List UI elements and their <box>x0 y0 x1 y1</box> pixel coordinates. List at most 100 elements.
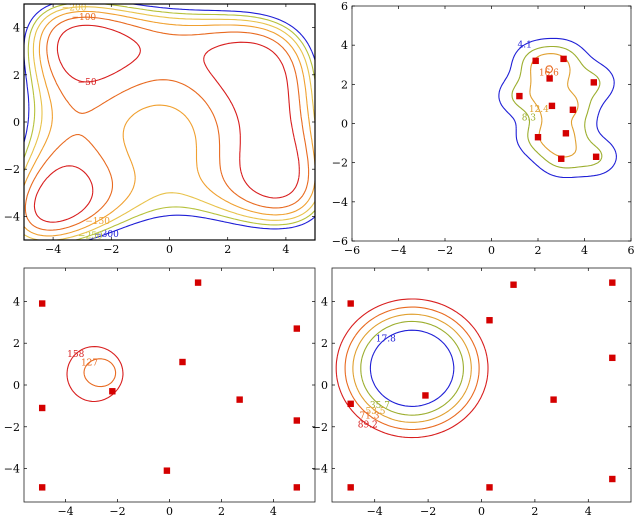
contour-line-3 <box>545 65 554 73</box>
panel-top-left: −300−250 −200 −150 −100 −50 −4 −2 0 2 4 −4 −2 0 2 4 <box>4 3 316 256</box>
data-marker <box>532 57 539 65</box>
contour-line-3 <box>344 306 480 431</box>
x-tick-label: 4 <box>270 505 277 518</box>
y-tick-label: −4 <box>332 196 348 209</box>
data-marker <box>486 484 493 491</box>
contour-group: 17.8 35.753.571.389.2 <box>335 298 489 439</box>
contour-line-1 <box>360 320 464 416</box>
y-tick-label: −4 <box>312 463 328 476</box>
contour-label: 4.1 <box>518 41 532 51</box>
contour-label: 8.3 <box>522 114 537 124</box>
data-marker <box>592 153 600 160</box>
data-marker <box>590 79 597 86</box>
axes-frame <box>331 267 632 503</box>
contour-label: −300 <box>94 230 119 240</box>
contour-label: 17.8 <box>376 335 396 345</box>
x-tick-label: 0 <box>166 243 173 256</box>
x-tick-label: 2 <box>535 244 542 257</box>
data-marker <box>293 325 301 332</box>
y-tick-label: 4 <box>341 39 348 52</box>
contour-group: −300−250 −200 −150 −100 −50 <box>24 3 315 240</box>
contour-line-3 <box>24 10 315 237</box>
data-marker <box>109 388 116 395</box>
data-marker <box>486 317 493 324</box>
data-marker <box>560 55 567 63</box>
x-tick-label: −2 <box>420 505 436 518</box>
contour-line-3 <box>83 358 117 388</box>
x-tick-label: −4 <box>367 505 383 518</box>
contour-label: 16.6 <box>539 68 559 78</box>
data-marker <box>38 300 46 307</box>
data-marker <box>609 279 616 286</box>
data-marker <box>179 358 186 366</box>
x-tick-label: 0 <box>166 505 173 518</box>
contour-line-4 <box>24 16 310 231</box>
y-tick-label: 0 <box>13 379 20 392</box>
y-tick-label: 4 <box>13 22 20 35</box>
x-tick-label: −4 <box>390 244 406 257</box>
y-tick-label: 0 <box>341 118 348 131</box>
x-tick-label: 0 <box>488 244 495 257</box>
y-tick-label: 4 <box>13 295 20 308</box>
contour-label: −200 <box>62 3 87 13</box>
data-marker <box>550 396 557 403</box>
data-marker <box>609 354 616 362</box>
contour-label: −150 <box>85 217 110 227</box>
x-tick-label: 2 <box>531 505 538 518</box>
data-marker <box>163 467 171 474</box>
y-tick-label: −4 <box>4 210 20 223</box>
contour-line-4 <box>66 346 124 403</box>
y-tick-label: 2 <box>321 337 328 350</box>
data-marker <box>38 484 46 491</box>
y-tick-label: 2 <box>13 69 20 82</box>
y-tick-label: −2 <box>4 163 20 176</box>
axes-frame <box>23 267 316 503</box>
y-tick-label: −2 <box>312 421 328 434</box>
data-marker <box>546 75 553 82</box>
data-marker <box>293 484 301 491</box>
x-tick-label: −4 <box>45 243 61 256</box>
x-tick-label: 0 <box>478 505 485 518</box>
data-marker <box>422 392 429 399</box>
data-marker <box>347 300 354 307</box>
contour-label: −50 <box>78 78 97 88</box>
data-marker <box>293 417 301 424</box>
contour-label: 158 <box>67 350 84 360</box>
contour-label: 127 <box>81 358 98 368</box>
data-marker <box>516 92 523 100</box>
contour-label: 71.3 <box>359 412 379 422</box>
data-marker <box>548 102 556 110</box>
contour-line-0 <box>369 329 455 407</box>
x-tick-label: 4 <box>585 505 592 518</box>
y-tick-label: −4 <box>4 463 20 476</box>
contour-label: −100 <box>71 13 96 23</box>
contour-line-2 <box>352 313 472 423</box>
contour-label: 12.4 <box>529 105 549 115</box>
y-tick-label: −2 <box>332 157 348 170</box>
x-tick-label: −2 <box>103 243 119 256</box>
y-tick-label: 2 <box>13 337 20 350</box>
data-marker <box>558 155 565 162</box>
x-tick-label: −2 <box>437 244 453 257</box>
x-tick-label: 4 <box>282 243 289 256</box>
data-marker <box>38 404 46 412</box>
data-marker <box>562 130 570 137</box>
x-tick-label: 6 <box>628 244 635 257</box>
x-tick-label: 2 <box>218 505 225 518</box>
data-marker <box>347 400 354 408</box>
contour-line-4 <box>335 298 489 439</box>
x-tick-label: −2 <box>109 505 125 518</box>
contour-line-2 <box>24 6 315 240</box>
x-tick-label: −6 <box>344 244 360 257</box>
data-marker <box>534 134 542 141</box>
contour-label: 89.2 <box>358 421 378 431</box>
axes-frame <box>351 5 632 242</box>
contour-group: 4.1 8.312.4 16.6 <box>498 37 617 179</box>
data-marker <box>510 281 517 288</box>
contour-line-1 <box>511 45 603 169</box>
y-tick-label: 4 <box>321 295 328 308</box>
y-tick-label: −2 <box>4 421 20 434</box>
